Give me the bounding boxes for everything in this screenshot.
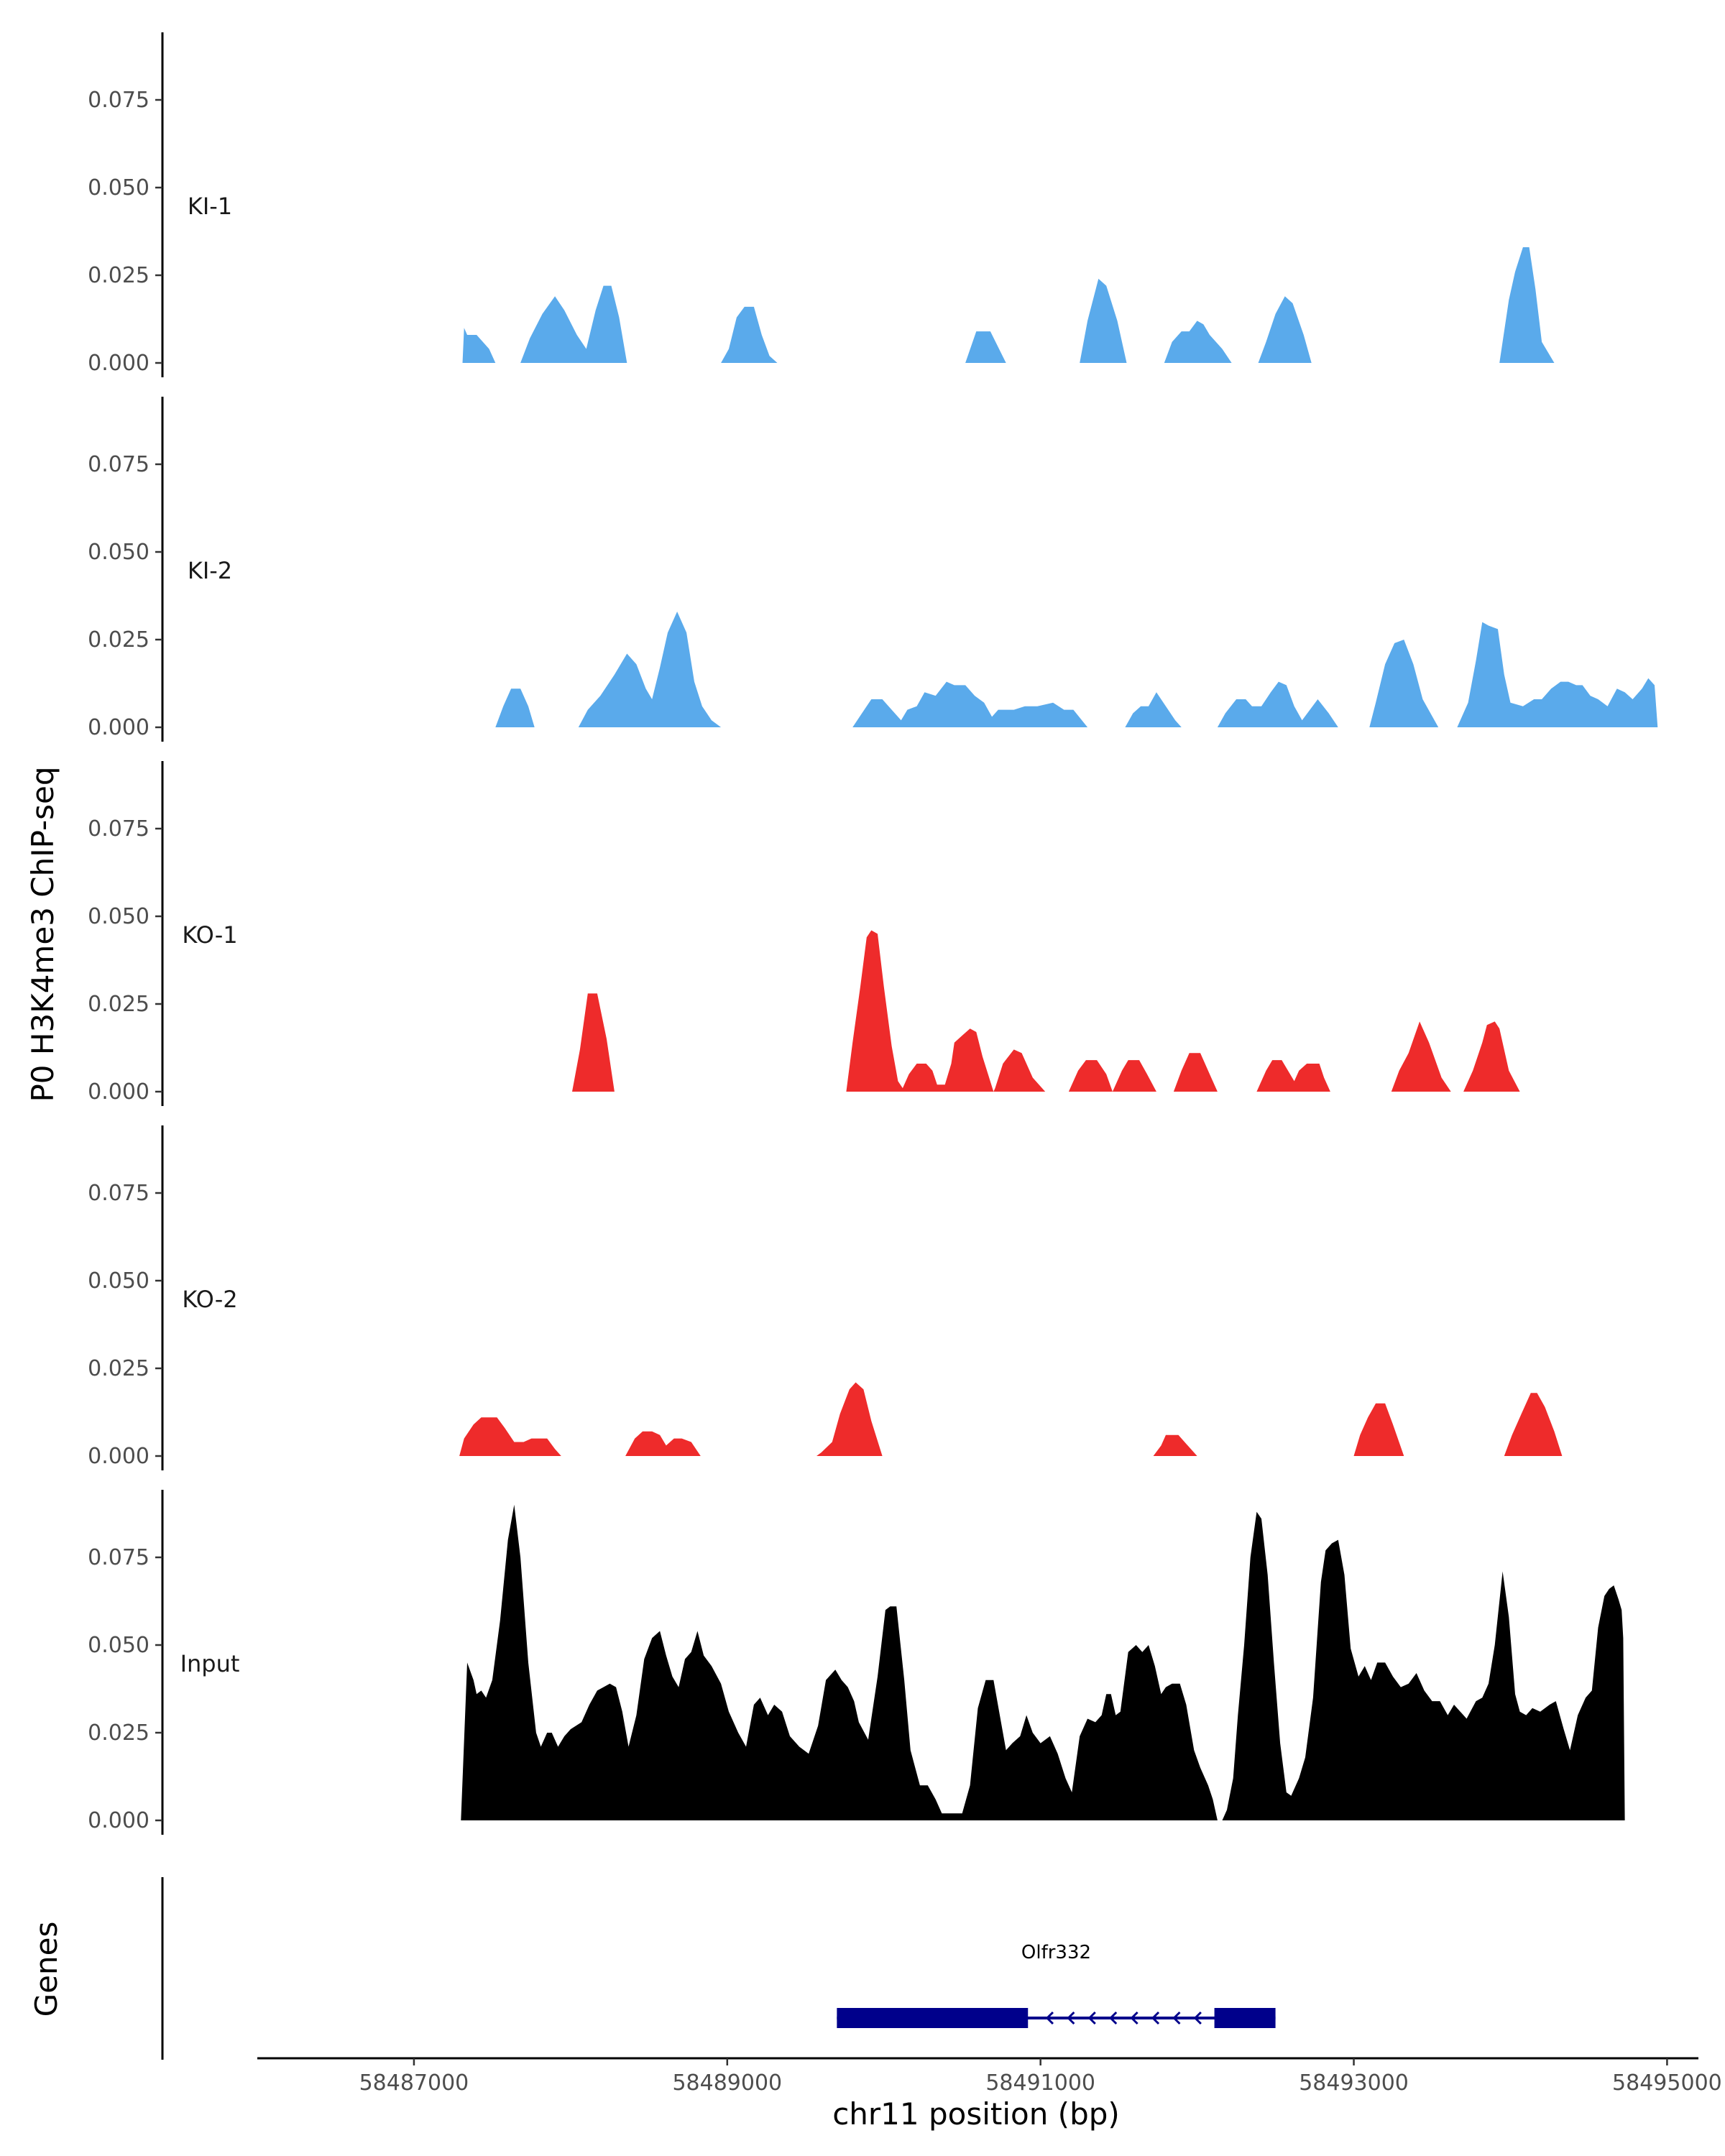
x-tick-label: 58487000	[359, 2070, 469, 2096]
gene-exon	[837, 2008, 1029, 2028]
strand-arrow	[1172, 2011, 1181, 2025]
x-tick-label: 58493000	[1299, 2070, 1409, 2096]
track-label: KO-2	[182, 1286, 237, 1313]
y-tick-label: 0.075	[88, 452, 150, 477]
gene-layer: Genes Olfr332	[29, 1877, 1276, 2060]
y-tick-label: 0.000	[88, 715, 150, 740]
track-label: KO-1	[182, 921, 237, 949]
strand-arrow	[1109, 2011, 1118, 2025]
gene-name-label: Olfr332	[1021, 1942, 1091, 1963]
track-label: KI-2	[188, 557, 232, 584]
strand-arrow	[1087, 2011, 1096, 2025]
track-label: KI-1	[188, 193, 232, 220]
y-tick-label: 0.000	[88, 1444, 150, 1469]
y-tick-label: 0.050	[88, 1633, 150, 1658]
x-axis: 58487000 58489000 58491000 58493000 58495000	[257, 2057, 1722, 2096]
y-tick-label: 0.075	[88, 1545, 150, 1570]
y-tick-label: 0.025	[88, 1356, 150, 1381]
y-tick-label: 0.025	[88, 1720, 150, 1746]
tracks-layer: 0.0000.0250.0500.075KI-10.0000.0250.0500…	[88, 32, 1658, 1835]
y-tick-label: 0.000	[88, 1808, 150, 1833]
y-tick-label: 0.050	[88, 175, 150, 201]
x-axis-title: chr11 position (bp)	[832, 2096, 1120, 2132]
y-tick-label: 0.000	[88, 351, 150, 376]
y-tick-label: 0.075	[88, 88, 150, 113]
x-tick-label: 58489000	[672, 2070, 782, 2096]
y-tick-label: 0.025	[88, 263, 150, 288]
track-label: Input	[180, 1650, 240, 1677]
signal-area-ki-2	[495, 612, 1658, 727]
y-axis-title: P0 H3K4me3 ChIP-seq	[25, 766, 60, 1102]
strand-arrow	[1130, 2011, 1138, 2025]
track-ko-2: 0.000 0.025 0.050 0.075 KO-2	[88, 1125, 1563, 1470]
signal-area-input	[461, 1504, 1625, 1820]
track-ko-1: 0.000 0.025 0.050 0.075 KO-1	[88, 761, 1520, 1106]
x-tick-label: 58491000	[985, 2070, 1095, 2096]
strand-arrow	[1045, 2011, 1054, 2025]
gene-exon	[1214, 2008, 1276, 2028]
y-tick-label: 0.075	[88, 816, 150, 842]
y-tick-label: 0.050	[88, 1268, 150, 1294]
x-tick-label: 58495000	[1612, 2070, 1722, 2096]
y-tick-label: 0.000	[88, 1079, 150, 1105]
track-ki-1: 0.000 0.025 0.050 0.075 KI-1	[88, 32, 1555, 377]
y-tick-label: 0.025	[88, 992, 150, 1017]
gene-track-title: Genes	[29, 1922, 64, 2017]
y-tick-label: 0.050	[88, 540, 150, 565]
y-tick-label: 0.025	[88, 627, 150, 653]
strand-arrow	[1151, 2011, 1160, 2025]
y-tick-label: 0.050	[88, 904, 150, 929]
strand-arrow	[1067, 2011, 1075, 2025]
signal-area-ko-1	[572, 930, 1520, 1092]
y-tick-label: 0.075	[88, 1181, 150, 1206]
strand-arrow	[1193, 2011, 1202, 2025]
track-input: 0.000 0.025 0.050 0.075 Input	[88, 1490, 1625, 1835]
track-ki-2: 0.000 0.025 0.050 0.075 KI-2	[88, 397, 1658, 742]
signal-area-ki-1	[462, 247, 1555, 363]
